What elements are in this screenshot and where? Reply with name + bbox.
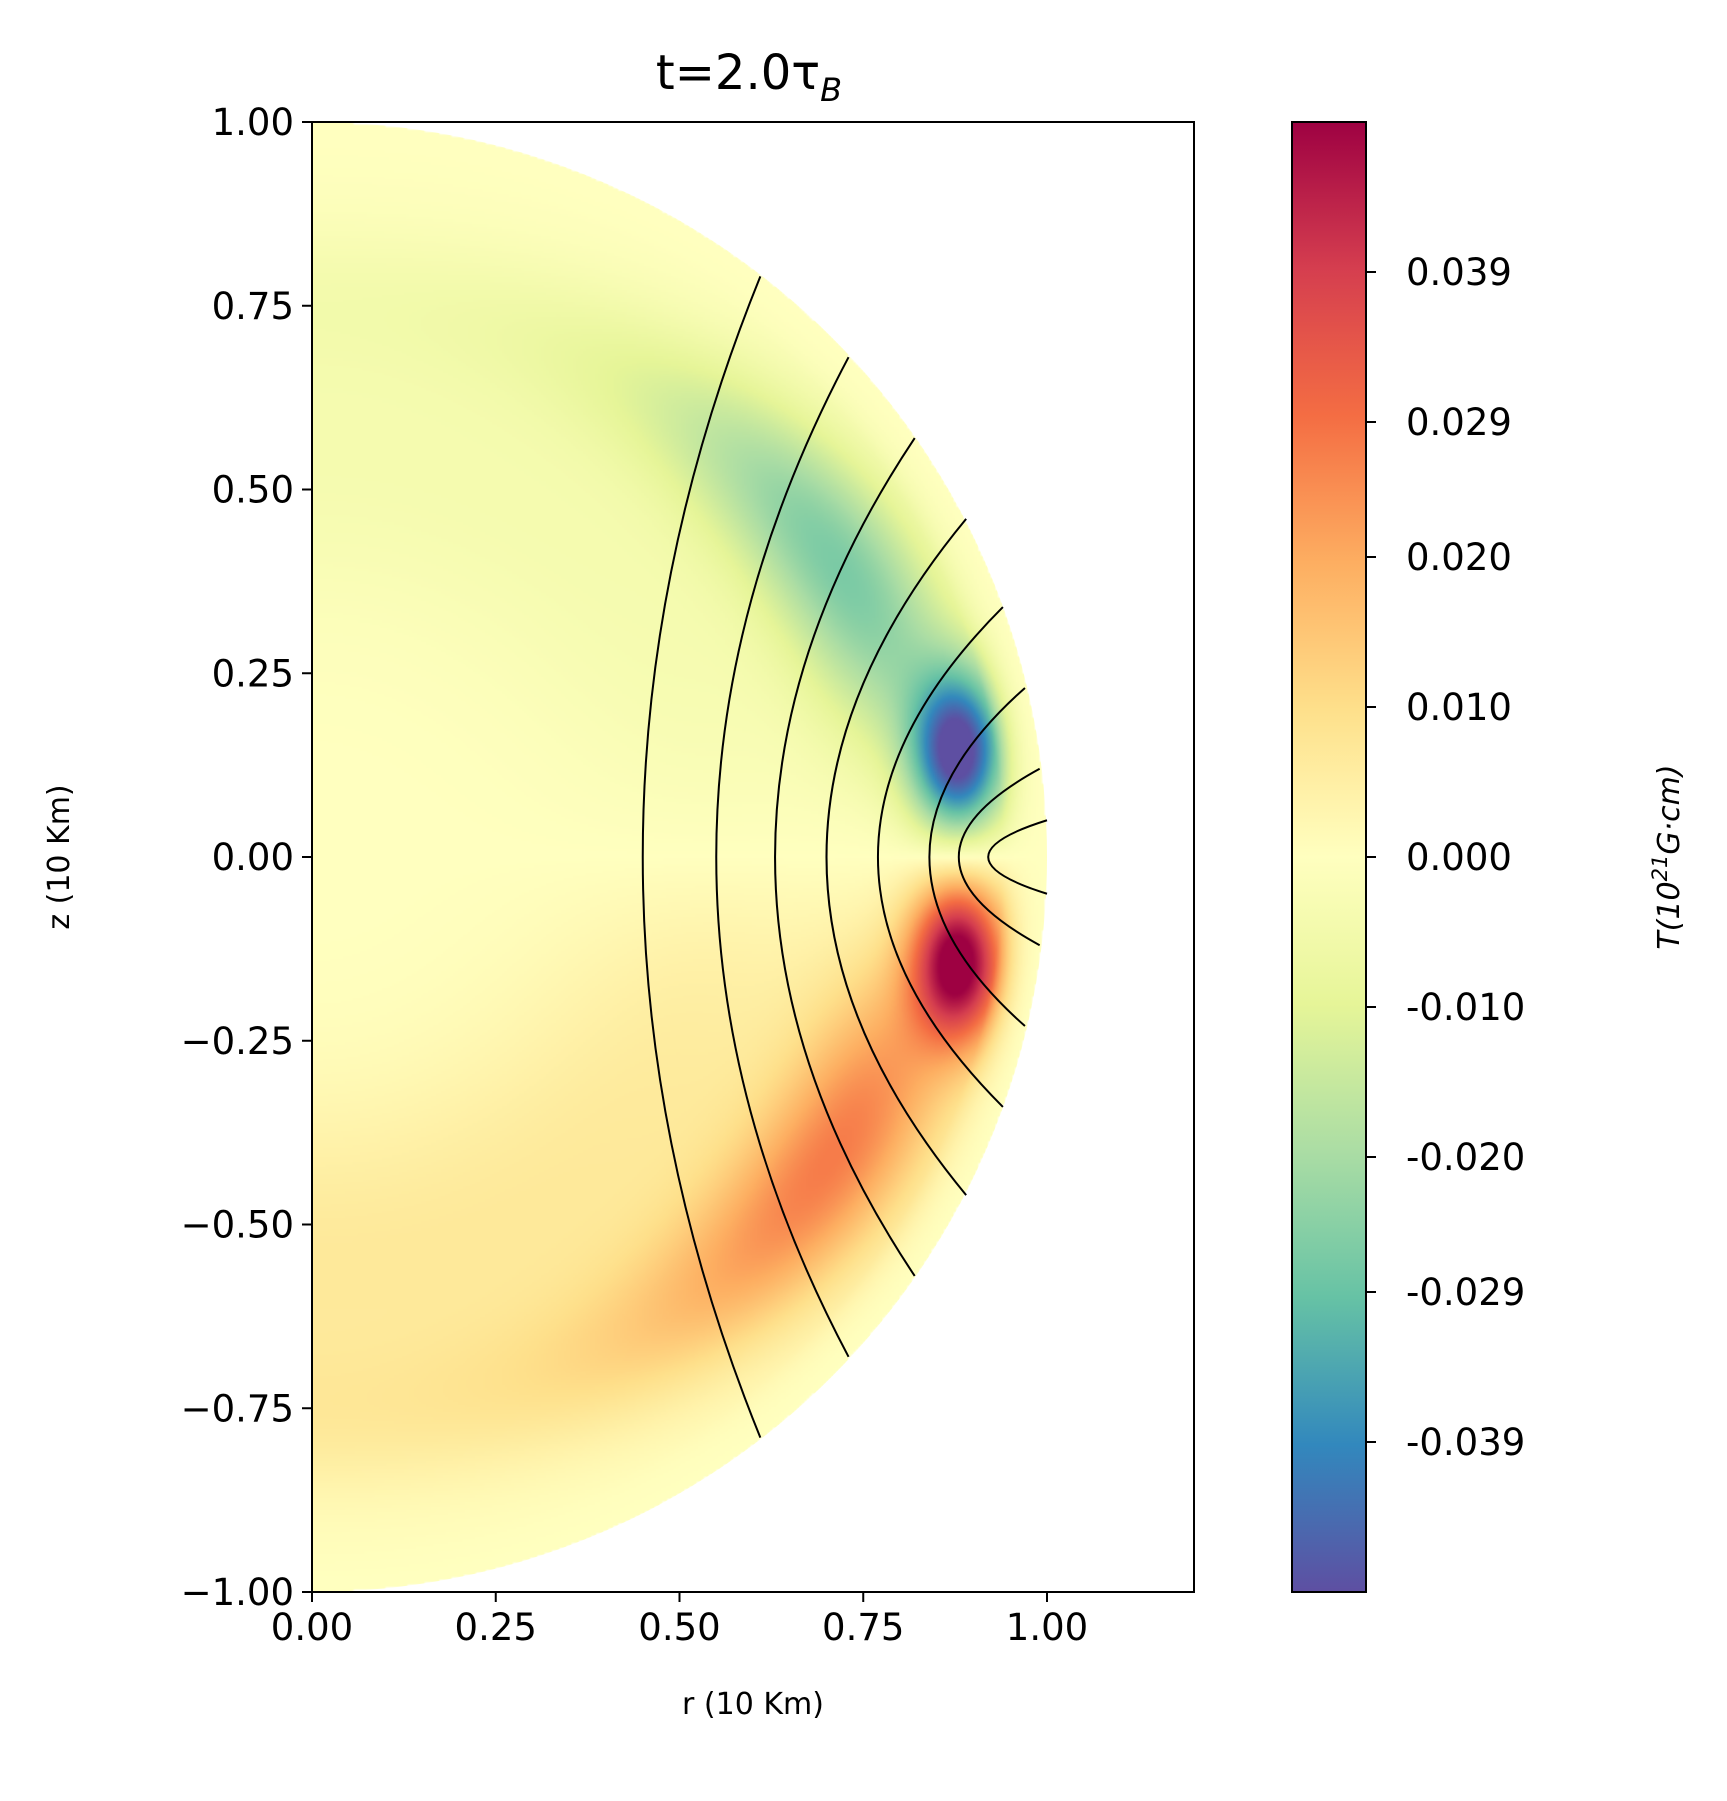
y-tick-label: 1.00: [212, 101, 294, 144]
colorbar-ticks: 0.039 0.029 0.020 0.010 0.000 -0.010 -0.020 -0.…: [1366, 251, 1525, 1464]
x-axis: 0.00 0.25 0.50 0.75 1.00: [271, 1592, 1088, 1649]
colorbar-tick-label: 0.010: [1406, 686, 1512, 729]
chart-title-subscript: B: [820, 71, 842, 109]
colorbar-tick-label: -0.029: [1406, 1271, 1525, 1314]
colorbar-tick-label: 0.029: [1406, 401, 1512, 444]
y-axis: 1.00 0.75 0.50 0.25 0.00 −0.25 −0.50 −0.75 −1.00: [181, 101, 312, 1614]
x-tick-label: 0.75: [822, 1606, 904, 1649]
colorbar-gradient: [1291, 121, 1367, 1593]
x-axis-label: r (10 Km): [682, 1687, 824, 1722]
colorbar-tick-label: -0.020: [1406, 1136, 1525, 1179]
contour-line-7: [987, 819, 1048, 895]
x-tick-label: 1.00: [1006, 1606, 1088, 1649]
y-tick-label: 0.25: [212, 652, 294, 695]
colorbar: 0.039 0.029 0.020 0.010 0.000 -0.010 -0.020 -0.…: [1291, 121, 1687, 1593]
y-tick-label: −1.00: [181, 1571, 294, 1614]
colorbar-label: T(1021G·cm): [1648, 764, 1687, 949]
y-tick-label: −0.25: [181, 1020, 294, 1063]
chart-title: t=2.0τB: [656, 45, 842, 109]
heatmap-layer: [312, 122, 1047, 1592]
contour-lines: [641, 275, 1048, 1439]
contour-line-3: [825, 518, 967, 1196]
colorbar-tick-label: 0.020: [1406, 536, 1512, 579]
x-tick-label: 0.00: [271, 1606, 353, 1649]
colorbar-tick-label: 0.000: [1406, 836, 1512, 879]
y-tick-label: 0.50: [212, 469, 294, 512]
y-tick-label: 0.75: [212, 285, 294, 328]
y-axis-label: z (10 Km): [42, 784, 77, 929]
plot-area: 0.00 0.25 0.50 0.75 1.00 1.000.750.500.250.0…: [181, 101, 1195, 1649]
colorbar-label-sup: 21: [1648, 855, 1672, 882]
contour-line-5: [928, 687, 1026, 1027]
contour-line-2: [774, 437, 916, 1277]
colorbar-tick-label: 0.039: [1406, 251, 1512, 294]
y-tick-label: −0.50: [181, 1204, 294, 1247]
contour-line-0: [641, 275, 762, 1439]
colorbar-tick-label: -0.039: [1406, 1421, 1525, 1464]
contour-line-1: [715, 356, 850, 1358]
x-tick-label: 0.25: [455, 1606, 537, 1649]
contour-line-4: [876, 606, 1004, 1108]
contour-line-6: [957, 767, 1041, 947]
colorbar-label-main: T(10: [1652, 881, 1687, 949]
chart-title-main: t=2.0τ: [656, 45, 820, 101]
colorbar-tick-label: -0.010: [1406, 986, 1525, 1029]
heatmap-image: [312, 122, 1047, 1592]
x-tick-label: 0.50: [638, 1606, 720, 1649]
colorbar-label-rest: G·cm): [1652, 764, 1687, 854]
y-tick-label: 0.00: [212, 836, 294, 879]
y-tick-label: −0.75: [181, 1387, 294, 1430]
